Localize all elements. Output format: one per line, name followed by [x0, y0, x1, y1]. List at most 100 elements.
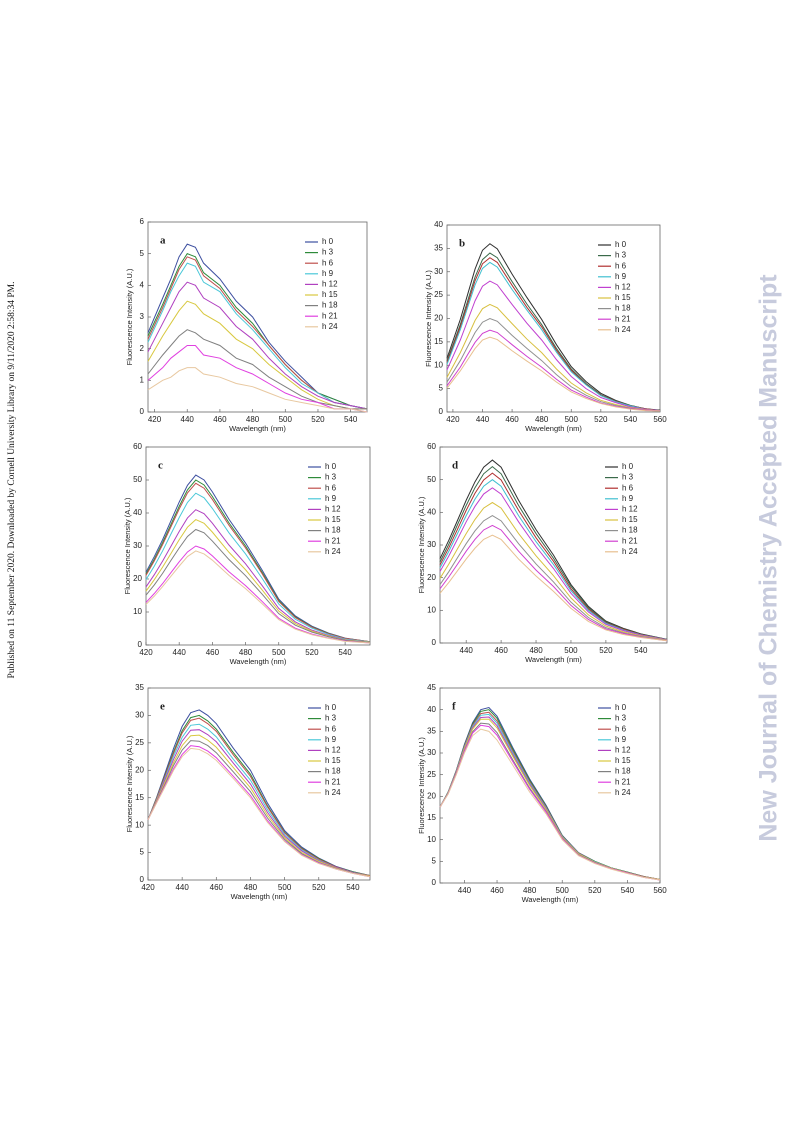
legend-label: h 12: [325, 746, 341, 755]
data-line: [446, 317, 661, 412]
legend-label: h 3: [615, 251, 627, 260]
legend-label: h 0: [622, 462, 634, 471]
x-tick-label: 420: [446, 415, 460, 424]
data-line: [145, 550, 371, 644]
y-tick-label: 50: [427, 475, 436, 484]
y-tick-label: 20: [427, 573, 436, 582]
y-tick-label: 10: [133, 607, 142, 616]
data-line: [147, 253, 368, 410]
legend-label: h 3: [322, 248, 334, 257]
x-axis-label: Wavelength (nm): [525, 655, 582, 664]
x-tick-label: 480: [529, 646, 543, 655]
chart-panel: 0 10 20 30 40 50 60 440 460 480 500 520 540 Wavelengt…: [417, 442, 668, 664]
x-tick-label: 540: [624, 415, 638, 424]
y-tick-label: 25: [135, 738, 144, 747]
legend-label: h 0: [325, 462, 337, 471]
y-axis-label: Fluorescence Intensity (A.U.): [125, 735, 134, 832]
legend-label: h 21: [615, 777, 631, 786]
legend-label: h 18: [322, 301, 338, 310]
y-tick-label: 0: [439, 407, 444, 416]
y-tick-label: 2: [140, 344, 145, 353]
legend-label: h 21: [322, 311, 338, 320]
data-line: [439, 472, 668, 641]
x-tick-label: 480: [244, 883, 258, 892]
y-tick-label: 10: [135, 820, 144, 829]
y-tick-label: 25: [434, 290, 443, 299]
data-line: [147, 740, 371, 878]
legend-label: h 9: [325, 735, 337, 744]
x-tick-label: 500: [556, 886, 570, 895]
legend-label: h 15: [322, 290, 338, 299]
y-tick-label: 40: [427, 507, 436, 516]
data-line: [147, 329, 367, 410]
y-axis-label: Fluorescence Intensity (A.U.): [417, 496, 426, 593]
legend-label: h 24: [322, 322, 338, 331]
x-tick-label: 480: [523, 886, 537, 895]
chart-panel: 0 5 10 15 20 25 30 35 420 440 460 480 500 520 540 Wavel…: [125, 683, 371, 901]
panel-label: f: [452, 701, 456, 713]
legend-label: h 12: [622, 505, 638, 514]
x-tick-label: 520: [594, 415, 608, 424]
legend-label: h 15: [325, 756, 341, 765]
data-line: [439, 713, 661, 881]
y-tick-label: 60: [133, 442, 142, 451]
x-axis-label: Wavelength (nm): [525, 424, 582, 433]
legend-label: h 18: [615, 304, 631, 313]
x-tick-label: 460: [213, 415, 227, 424]
legend-label: h 0: [322, 237, 334, 246]
data-line: [446, 336, 661, 412]
y-tick-label: 15: [135, 793, 144, 802]
x-tick-label: 440: [181, 415, 195, 424]
x-tick-label: 540: [346, 883, 360, 892]
data-line: [439, 728, 661, 881]
x-tick-label: 500: [278, 883, 292, 892]
y-tick-label: 25: [427, 770, 436, 779]
x-tick-label: 500: [272, 648, 286, 657]
y-tick-label: 15: [434, 337, 443, 346]
data-line: [439, 465, 668, 640]
legend-label: h 12: [615, 283, 631, 292]
y-tick-label: 20: [133, 574, 142, 583]
data-line: [145, 482, 371, 643]
x-axis-label: Wavelength (nm): [522, 895, 579, 904]
data-line: [147, 300, 367, 410]
y-tick-label: 35: [434, 243, 443, 252]
y-tick-label: 5: [432, 856, 437, 865]
x-tick-label: 440: [458, 886, 472, 895]
legend-label: h 6: [325, 724, 337, 733]
x-tick-label: 460: [505, 415, 519, 424]
x-tick-label: 440: [173, 648, 187, 657]
legend-label: h 18: [622, 526, 638, 535]
y-tick-label: 10: [427, 605, 436, 614]
legend-label: h 12: [615, 746, 631, 755]
x-tick-label: 520: [599, 646, 613, 655]
y-tick-label: 60: [427, 442, 436, 451]
legend-label: h 15: [325, 515, 341, 524]
chart-panel: 0 10 20 30 40 50 60 420 440 460 480 500 520 540 Wavele…: [123, 442, 371, 666]
x-tick-label: 500: [565, 415, 579, 424]
data-line: [145, 528, 371, 644]
legend-label: h 3: [622, 473, 634, 482]
legend-label: h 21: [615, 314, 631, 323]
x-tick-label: 420: [139, 648, 153, 657]
data-line: [446, 280, 661, 412]
data-line: [446, 257, 661, 412]
y-tick-label: 1: [140, 375, 145, 384]
data-line: [439, 534, 668, 642]
plot-frame: [147, 687, 371, 881]
legend-label: h 18: [325, 526, 341, 535]
legend-label: h 15: [615, 756, 631, 765]
data-line: [439, 716, 661, 881]
x-tick-label: 440: [175, 883, 189, 892]
x-axis-label: Wavelength (nm): [231, 892, 288, 901]
y-tick-label: 0: [140, 875, 145, 884]
legend-label: h 12: [325, 505, 341, 514]
x-tick-label: 520: [588, 886, 602, 895]
x-tick-label: 500: [279, 415, 293, 424]
x-tick-label: 420: [141, 883, 155, 892]
x-tick-label: 540: [344, 415, 358, 424]
data-line: [145, 474, 371, 643]
y-axis-label: Fluorescence Intensity (A.U.): [417, 737, 426, 834]
data-line: [439, 718, 661, 881]
